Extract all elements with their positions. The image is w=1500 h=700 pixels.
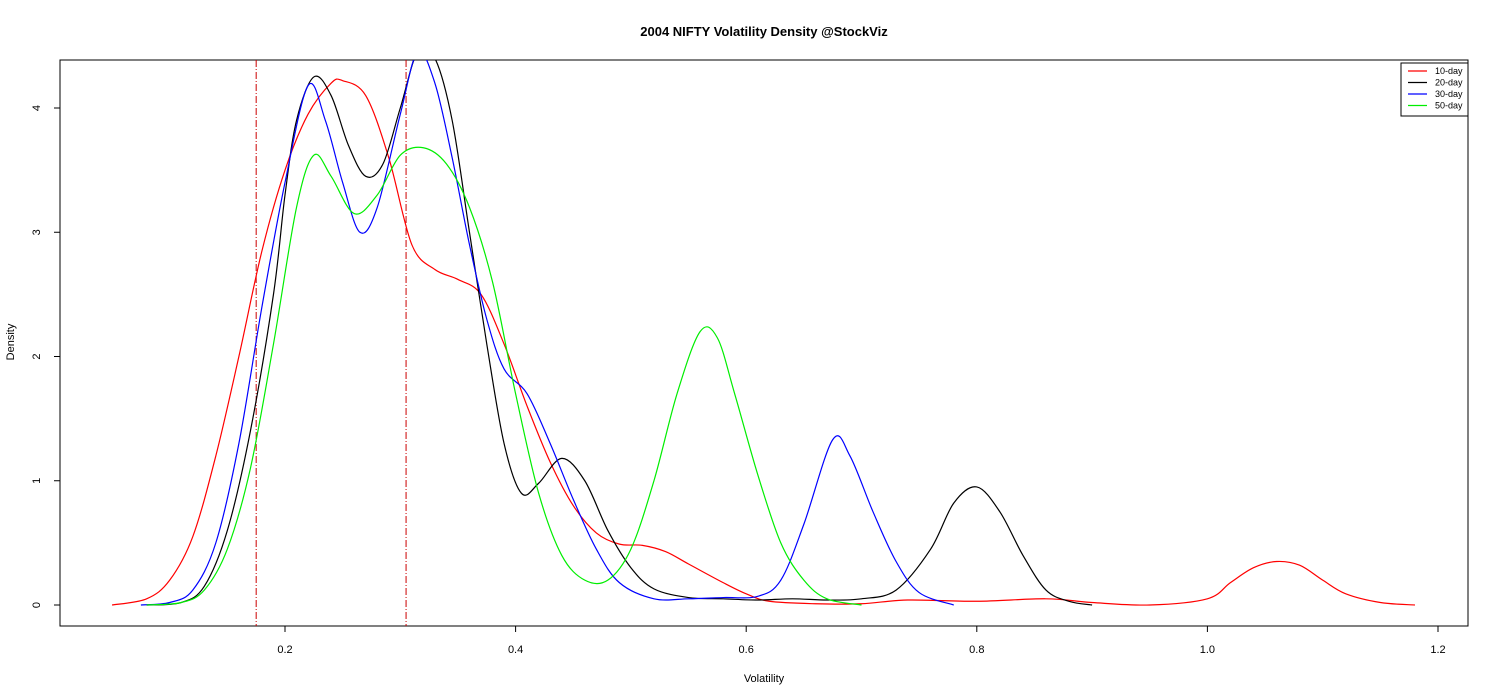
- series-line-50-day: [146, 146, 862, 606]
- series-line-10-day: [111, 78, 1415, 606]
- y-tick-label: 0: [31, 602, 43, 608]
- series-line-20-day: [146, 60, 1093, 606]
- y-axis-label: Density: [5, 323, 17, 360]
- x-tick-label: 0.6: [739, 644, 754, 656]
- y-tick-label: 2: [31, 353, 43, 359]
- y-axis: 0 1 2 3 4: [31, 105, 61, 608]
- x-tick-label: 0.4: [508, 644, 523, 656]
- y-tick-label: 4: [31, 105, 43, 111]
- x-tick-label: 1.2: [1430, 644, 1445, 656]
- legend-label-10-day: 10-day: [1435, 66, 1463, 76]
- x-axis: 0.2 0.4 0.6 0.8 1.0 1.2: [277, 625, 1446, 656]
- reference-lines: [255, 60, 407, 626]
- y-tick-label: 1: [31, 478, 43, 484]
- plot-frame: [59, 59, 1469, 627]
- y-tick-label: 3: [31, 229, 43, 235]
- legend-box: [1400, 62, 1469, 117]
- x-tick-label: 0.2: [277, 644, 292, 656]
- series-line-30-day: [140, 60, 954, 606]
- legend-label-50-day: 50-day: [1435, 101, 1463, 111]
- legend-label-30-day: 30-day: [1435, 89, 1463, 99]
- series-group: [111, 60, 1415, 606]
- x-tick-label: 1.0: [1200, 644, 1215, 656]
- x-axis-label: Volatility: [744, 673, 785, 685]
- legend-label-20-day: 20-day: [1435, 78, 1463, 88]
- chart-title: 2004 NIFTY Volatility Density @StockViz: [640, 24, 888, 39]
- x-tick-label: 0.8: [969, 644, 984, 656]
